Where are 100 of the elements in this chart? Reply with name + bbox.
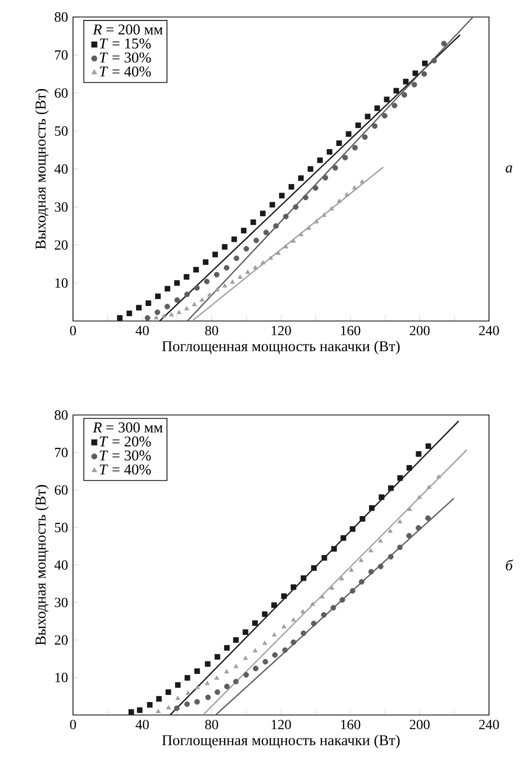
point [212, 252, 218, 258]
point [154, 315, 159, 320]
point [300, 630, 306, 636]
point [326, 149, 332, 155]
point [431, 58, 437, 64]
y-tick-label: 50 [55, 522, 68, 532]
point [346, 131, 352, 137]
legend-title: R = 200 мм [92, 24, 163, 34]
point [416, 451, 422, 457]
point [320, 594, 325, 598]
point [339, 576, 344, 580]
point [426, 484, 432, 489]
point [330, 604, 336, 611]
point [194, 285, 200, 291]
x-tick-label: 0 [70, 720, 76, 730]
point [421, 71, 427, 77]
point [233, 678, 239, 684]
point [388, 554, 394, 560]
x-tick-label: 240 [479, 326, 499, 336]
legend-title: R = 300 мм [92, 422, 163, 432]
x-tick-label: 80 [205, 326, 218, 336]
point [288, 184, 294, 190]
point [369, 505, 375, 511]
x-axis-title: Поглощенная мощность накачки (Вт) [162, 734, 400, 748]
point [271, 602, 277, 608]
point [174, 280, 180, 286]
point [214, 654, 220, 660]
point [322, 555, 328, 561]
point [412, 70, 418, 76]
y-axis-title: Выходная мощность (Вт) [35, 89, 49, 250]
point [321, 612, 327, 618]
point [312, 185, 318, 191]
point [416, 494, 422, 499]
point [224, 645, 230, 651]
point [322, 174, 328, 181]
point [336, 140, 342, 146]
y-tick-label: 80 [54, 12, 68, 22]
point [290, 584, 296, 590]
point [281, 593, 287, 599]
x-axis-title: Поглощенная мощность накачки (Вт) [162, 340, 400, 354]
point [364, 114, 370, 120]
point [306, 225, 312, 230]
point [194, 699, 200, 705]
point [292, 204, 299, 210]
point [355, 122, 361, 128]
point [290, 639, 296, 646]
point [352, 144, 358, 150]
legend-label: T = 30% [100, 52, 151, 63]
point [348, 567, 354, 572]
point [166, 689, 172, 695]
point [397, 544, 403, 550]
y-tick-label: 20 [54, 240, 68, 250]
point [154, 309, 160, 316]
point [204, 661, 210, 667]
point [270, 202, 276, 208]
point [344, 192, 350, 196]
point [224, 684, 230, 690]
point [262, 611, 268, 617]
point [193, 266, 199, 272]
point [368, 568, 374, 575]
x-tick-label: 120 [272, 720, 291, 730]
point [397, 475, 403, 481]
point [392, 102, 398, 108]
point [245, 270, 250, 274]
point [243, 656, 248, 660]
y-tick-label: 30 [54, 598, 68, 608]
point [174, 705, 180, 712]
y-tick-label: 40 [54, 560, 68, 570]
point [128, 709, 134, 715]
point [260, 260, 266, 264]
point [195, 684, 200, 690]
point [393, 88, 400, 94]
point [374, 105, 380, 111]
legend-label: T = 20% [100, 436, 151, 447]
y-tick-label: 60 [54, 485, 68, 495]
point [156, 708, 161, 714]
point [231, 236, 237, 242]
y-axis-title: Выходная мощность (Вт) [35, 485, 49, 646]
point [117, 315, 123, 321]
point [176, 310, 182, 314]
point [230, 279, 235, 284]
point [175, 682, 181, 688]
point [291, 617, 296, 622]
point [184, 274, 190, 280]
point [144, 315, 150, 321]
point [238, 274, 243, 279]
y-tick-label: 60 [54, 88, 68, 98]
point [224, 669, 230, 674]
point [358, 558, 364, 562]
y-tick-label: 70 [55, 50, 68, 60]
point [200, 297, 204, 302]
point [331, 546, 337, 552]
point [358, 579, 364, 585]
point [214, 287, 220, 292]
legend-label: T = 30% [100, 450, 151, 461]
point [378, 538, 383, 542]
point [402, 92, 408, 98]
point [360, 516, 366, 522]
point [263, 230, 269, 236]
point [202, 259, 208, 265]
